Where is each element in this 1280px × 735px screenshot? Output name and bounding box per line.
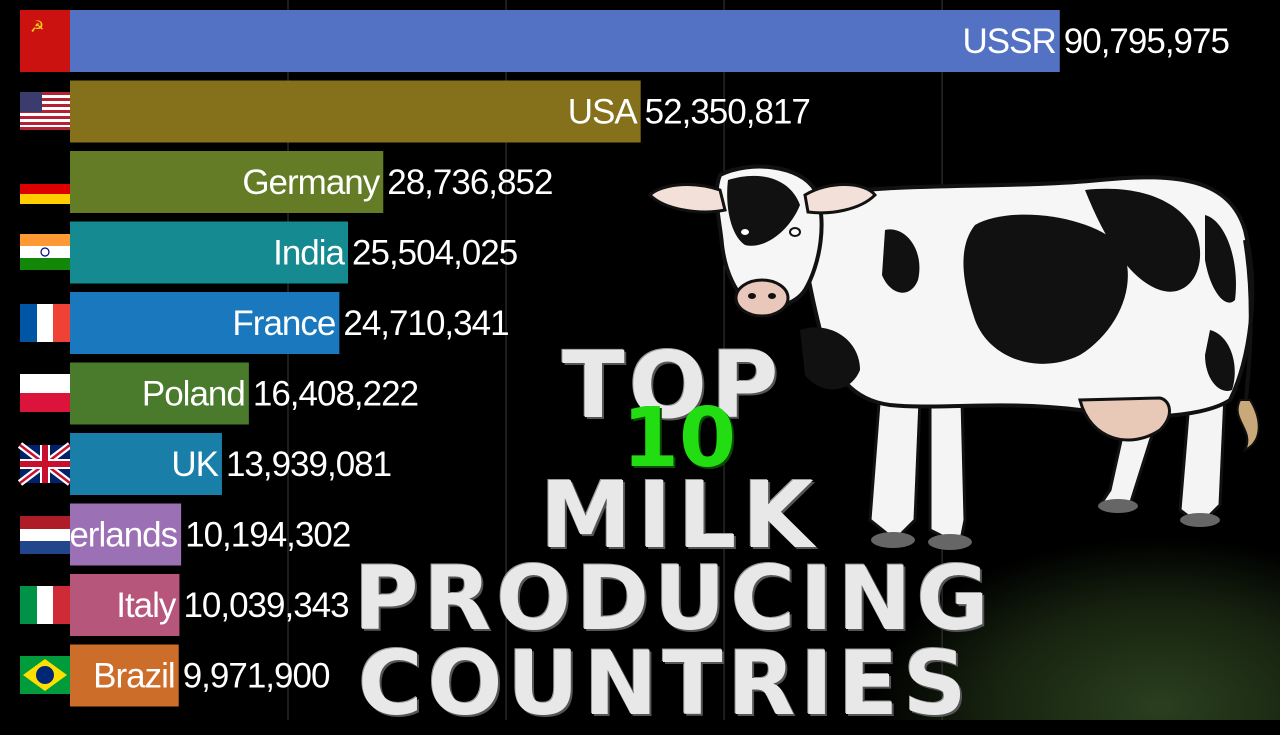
bar-germany bbox=[70, 151, 384, 213]
usa-flag bbox=[20, 92, 70, 130]
italy-flag bbox=[20, 586, 70, 624]
bar-chart-race: ☭ bbox=[0, 0, 1280, 720]
category-label: USA bbox=[568, 93, 639, 132]
category-label: UK bbox=[171, 445, 218, 484]
bar-india bbox=[70, 221, 349, 284]
category-label: Germany bbox=[242, 163, 380, 202]
title-top: TOP bbox=[562, 332, 783, 439]
poland-flag bbox=[20, 374, 70, 412]
brazil-flag bbox=[20, 656, 70, 694]
value-label: 10,194,302 bbox=[185, 516, 350, 555]
bar-uk bbox=[70, 433, 222, 495]
category-label: Italy bbox=[116, 586, 177, 625]
bar-netherlands bbox=[70, 503, 182, 566]
value-label: 13,939,081 bbox=[226, 445, 391, 484]
category-label: Poland bbox=[142, 375, 245, 414]
cow-illustration bbox=[647, 164, 1260, 550]
value-label: 10,039,343 bbox=[183, 586, 348, 625]
netherlands-flag bbox=[20, 516, 70, 554]
value-label: 28,736,852 bbox=[387, 163, 552, 202]
bar-ussr bbox=[70, 10, 1060, 72]
value-label: 9,971,900 bbox=[183, 657, 330, 696]
india-flag bbox=[20, 234, 70, 270]
category-label: India bbox=[273, 234, 345, 273]
uk-flag bbox=[17, 442, 73, 486]
value-label: 16,408,222 bbox=[253, 375, 418, 414]
category-label: Brazil bbox=[93, 657, 175, 696]
category-label: USSR bbox=[963, 22, 1056, 61]
value-label: 90,795,975 bbox=[1064, 22, 1229, 61]
bar-france bbox=[70, 292, 340, 354]
value-label: 25,504,025 bbox=[352, 234, 517, 273]
bars: USSR 90,795,975 USA 52,350,817 Germany 28,736… bbox=[0, 10, 1230, 707]
germany-flag bbox=[20, 174, 70, 204]
value-label: 24,710,341 bbox=[343, 304, 508, 343]
title-milk: MILK bbox=[540, 462, 820, 569]
category-label: France bbox=[232, 304, 335, 343]
title-countries: COUNTRIES bbox=[358, 632, 972, 735]
bar-italy bbox=[70, 574, 180, 636]
flag-column: ☭ bbox=[17, 10, 73, 694]
svg-text:☭: ☭ bbox=[30, 17, 44, 36]
bar-poland bbox=[70, 362, 249, 425]
bar-usa bbox=[70, 80, 641, 143]
value-label: 52,350,817 bbox=[645, 93, 810, 132]
title-number: 10 bbox=[622, 391, 737, 486]
category-label: Netherlands bbox=[0, 516, 178, 555]
ussr-flag: ☭ bbox=[20, 10, 70, 72]
title-producing: PRODUCING bbox=[354, 547, 994, 650]
france-flag bbox=[20, 304, 70, 342]
bar-brazil bbox=[70, 644, 179, 707]
